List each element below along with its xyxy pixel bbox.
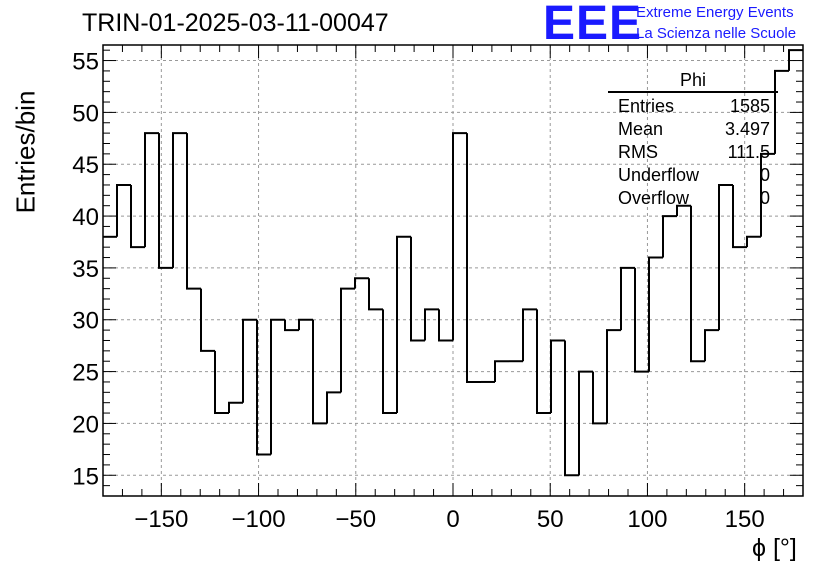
histogram-bin <box>536 309 551 415</box>
histogram-bin <box>270 318 285 455</box>
x-axis-label: ϕ [°] <box>752 534 797 562</box>
y-tick-label: 30 <box>72 308 99 335</box>
histogram-bin <box>550 339 565 414</box>
histogram-bin <box>144 132 159 248</box>
histogram-bin <box>200 288 215 352</box>
histogram-bin <box>648 256 663 372</box>
x-tick-label: 0 <box>446 506 459 533</box>
y-tick-label: 55 <box>72 49 99 76</box>
histogram-bin <box>130 184 145 249</box>
histogram-bin <box>340 287 355 393</box>
histogram-bin <box>214 350 229 415</box>
histogram-bin <box>382 309 397 415</box>
histogram-bin <box>592 371 607 425</box>
histogram-bin <box>760 152 775 237</box>
histogram-bin <box>186 133 201 290</box>
y-tick-label: 40 <box>72 204 99 231</box>
y-tick-label: 50 <box>72 100 99 127</box>
histogram-bin <box>774 69 789 154</box>
stats-label: Mean <box>618 119 664 139</box>
stats-label: Underflow <box>618 165 700 185</box>
histogram-bin <box>116 183 131 237</box>
stats-row-overflow: Overflow 0 <box>608 187 778 210</box>
histogram-bin <box>690 205 705 363</box>
histogram-bin <box>354 277 369 289</box>
eee-logo: EEE <box>543 0 643 50</box>
histogram-bin <box>172 132 187 268</box>
histogram-bin <box>368 278 383 311</box>
stats-box: Phi Entries 1585 Mean 3.497 RMS 111.5 Un… <box>608 70 778 210</box>
histogram-bin <box>242 318 257 403</box>
x-tick-label: −50 <box>335 506 376 533</box>
stats-row-entries: Entries 1585 <box>608 95 778 118</box>
stats-row-mean: Mean 3.497 <box>608 118 778 141</box>
histogram-bin <box>676 204 691 217</box>
stats-value: 0 <box>759 165 770 185</box>
histogram-bin <box>732 184 747 249</box>
histogram-bin <box>606 329 621 424</box>
stats-row-underflow: Underflow 0 <box>608 164 778 187</box>
chart-title: TRIN-01-2025-03-11-00047 <box>82 9 389 37</box>
histogram-bin <box>424 308 439 341</box>
histogram-bin <box>564 340 579 477</box>
histogram-bin <box>466 133 481 383</box>
y-tick-label: 20 <box>72 411 99 438</box>
histogram-bin <box>158 133 173 269</box>
histogram-layer <box>103 49 803 477</box>
histogram-bin <box>284 319 299 332</box>
histogram-bin <box>704 329 719 362</box>
x-tick-label: −150 <box>134 506 188 533</box>
histogram-bin <box>256 319 271 456</box>
y-tick-label: 45 <box>72 152 99 179</box>
stats-value: 111.5 <box>727 142 770 162</box>
histogram-bin <box>312 319 327 425</box>
y-tick-label: 15 <box>72 463 99 490</box>
histogram-bin <box>620 266 635 331</box>
histogram-bin <box>662 215 677 258</box>
stats-divider <box>608 91 778 93</box>
histogram-bin <box>452 132 467 341</box>
stats-value: 1585 <box>729 96 770 116</box>
x-tick-label: 100 <box>627 506 667 533</box>
y-tick-label: 35 <box>72 256 99 283</box>
histogram-bin <box>326 391 341 424</box>
histogram-bin <box>228 401 243 414</box>
logo-line-1: Extreme Energy Events <box>636 4 794 21</box>
stats-value: 3.497 <box>724 119 770 139</box>
logo-line-2: La Scienza nelle Scuole <box>636 25 797 42</box>
histogram-bin <box>718 183 733 331</box>
stats-title: Phi <box>679 70 706 90</box>
stats-label: Entries <box>618 96 675 116</box>
x-tick-label: 150 <box>725 506 765 533</box>
histogram-bin <box>578 370 593 476</box>
x-tick-label: 50 <box>537 506 564 533</box>
histogram-bin <box>396 235 411 414</box>
histogram-bin <box>410 236 425 342</box>
histogram-bin <box>634 267 649 373</box>
histogram-bin <box>438 309 453 342</box>
histogram-bin <box>494 360 509 382</box>
tick-label-layer: −150 −100 −50 0 50 100 150 15 20 25 30 35 40 45 50 55 <box>72 49 764 533</box>
histogram-bin <box>298 318 313 331</box>
stats-label: RMS <box>618 142 658 162</box>
stats-value: 0 <box>759 188 770 208</box>
grid-layer <box>103 45 803 496</box>
x-tick-label: −100 <box>232 506 286 533</box>
y-tick-label: 25 <box>72 360 99 387</box>
histogram-bin <box>746 235 761 248</box>
histogram-bin <box>522 308 537 362</box>
stats-label: Overflow <box>618 188 690 208</box>
stats-row-rms: RMS 111.5 <box>608 141 778 164</box>
axis-layer <box>102 44 804 497</box>
